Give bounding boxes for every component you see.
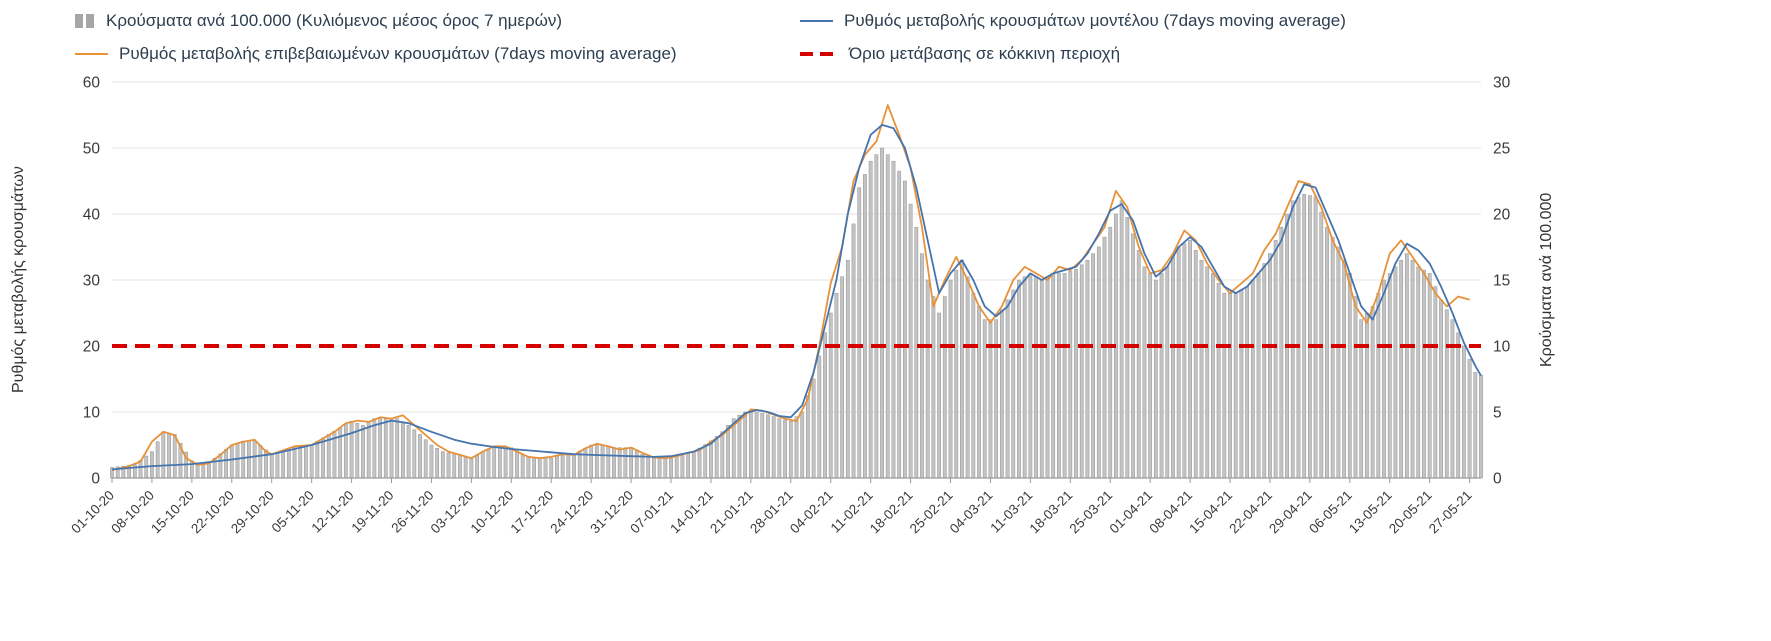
right-axis-labels: 0 5 10 15 20 25 30 [1493,75,1511,488]
x-tick-label: 05-11-20 [269,488,317,536]
svg-text:60: 60 [83,75,101,92]
x-tick-label: 27-05-21 [1426,488,1475,537]
x-tick-label: 15-04-21 [1186,488,1235,537]
x-tick-label: 18-03-21 [1027,488,1076,537]
svg-text:30: 30 [83,273,101,290]
svg-text:0: 0 [91,471,100,488]
x-tick-label: 29-10-20 [228,488,277,537]
svg-text:20: 20 [1493,207,1511,224]
x-tick-label: 06-05-21 [1306,488,1355,537]
x-tick-label: 29-04-21 [1266,488,1315,537]
legend-item-model-rate: Ρυθμός μεταβολής κρουσμάτων μοντέλου (7d… [800,8,1346,34]
svg-text:40: 40 [83,207,101,224]
x-tick-label: 31-12-20 [587,488,636,537]
x-tick-label: 13-05-21 [1346,488,1395,537]
x-tick-label: 25-02-21 [907,488,956,537]
x-tick-label: 14-01-21 [667,488,716,537]
svg-text:5: 5 [1493,405,1502,422]
bars-series [110,147,1483,479]
svg-text:25: 25 [1493,141,1510,158]
left-axis-labels: 0 10 20 30 40 50 60 [83,75,101,488]
model-line-swatch-icon [800,20,833,22]
svg-text:15: 15 [1493,273,1510,290]
legend-label-cases-bars: Κρούσματα ανά 100.000 (Κυλιόμενος μέσος … [106,11,563,30]
confirmed-rate-line [111,104,1470,471]
threshold-dashed-swatch-icon [800,52,838,56]
svg-text:50: 50 [83,141,101,158]
x-tick-label: 01-10-20 [68,488,117,537]
svg-text:10: 10 [1493,339,1511,356]
x-tick-label: 08-04-21 [1146,488,1195,537]
x-tick-label: 03-12-20 [428,488,477,537]
svg-text:20: 20 [83,339,101,356]
x-tick-label: 22-04-21 [1226,488,1275,537]
x-tick-label: 20-05-21 [1386,488,1435,537]
legend-item-confirmed-rate: Ρυθμός μεταβολής επιβεβαιωμένων κρουσμάτ… [75,41,800,67]
legend-label-model-rate: Ρυθμός μεταβολής κρουσμάτων μοντέλου (7d… [844,11,1346,30]
x-tick-label: 25-03-21 [1067,488,1116,537]
svg-text:10: 10 [83,405,101,422]
x-tick-label: 19-11-20 [349,488,397,536]
x-tick-label: 04-02-21 [787,488,836,537]
x-tick-label: 24-12-20 [547,488,596,537]
right-axis-title: Κρούσματα ανά 100.000 [1538,192,1555,368]
bar-series-swatch-icon [75,14,95,28]
left-axis-title: Ρυθμός μεταβολής κρουσμάτων [10,166,27,394]
confirmed-line-swatch-icon [75,53,108,55]
x-tick-label: 01-04-21 [1106,488,1155,537]
x-tick-label: 04-03-21 [947,488,996,537]
x-tick-label: 22-10-20 [188,488,237,537]
x-tick-label: 07-01-21 [627,488,676,537]
x-tick-label: 28-01-21 [747,488,796,537]
x-tick-label: 15-10-20 [148,488,197,537]
svg-text:30: 30 [1493,75,1511,92]
x-tick-label: 10-12-20 [468,488,517,537]
chart-legend: Κρούσματα ανά 100.000 (Κυλιόμενος μέσος … [75,8,1346,67]
x-tick-label: 17-12-20 [508,488,557,537]
x-tick-label: 12-11-20 [309,488,357,536]
x-tick-label: 08-10-20 [108,488,157,537]
x-tick-label: 21-01-21 [707,488,756,537]
x-axis: 01-10-2008-10-2015-10-2022-10-2029-10-20… [68,477,1481,537]
svg-text:0: 0 [1493,471,1502,488]
legend-label-threshold: Όριο μετάβασης σε κόκκινη περιοχή [849,44,1121,63]
model-rate-line [111,124,1482,471]
legend-item-cases-bars: Κρούσματα ανά 100.000 (Κυλιόμενος μέσος … [75,8,800,34]
x-tick-label: 18-02-21 [867,488,916,537]
legend-label-confirmed-rate: Ρυθμός μεταβολής επιβεβαιωμένων κρουσμάτ… [119,44,677,63]
legend-item-threshold: Όριο μετάβασης σε κόκκινη περιοχή [800,41,1346,67]
